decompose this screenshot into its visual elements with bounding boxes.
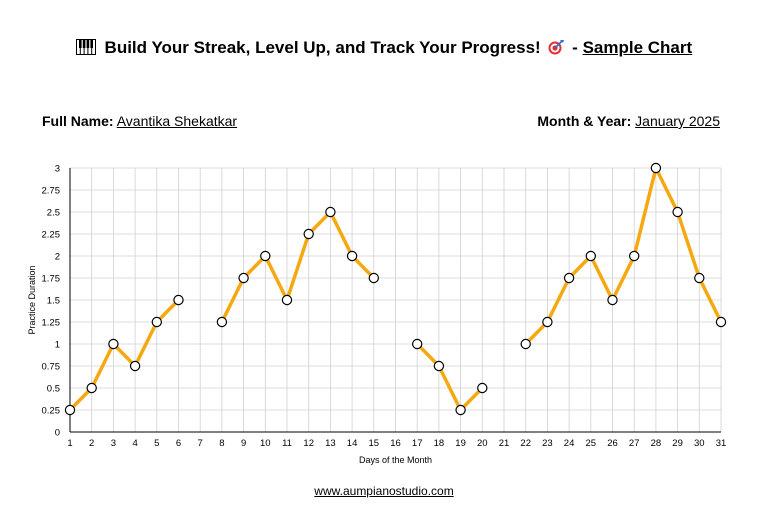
data-point bbox=[672, 206, 683, 218]
data-point bbox=[542, 316, 553, 328]
data-point bbox=[303, 228, 314, 240]
data-point bbox=[173, 294, 184, 306]
x-tick-label: 18 bbox=[434, 438, 445, 449]
data-point bbox=[86, 382, 97, 394]
x-tick-label: 9 bbox=[241, 438, 246, 449]
x-tick-label: 14 bbox=[347, 438, 358, 449]
full-name-field: Full Name: Avantika Shekatkar bbox=[42, 113, 237, 129]
data-point bbox=[216, 316, 228, 328]
data-point bbox=[325, 206, 336, 218]
series-line bbox=[68, 298, 181, 412]
x-tick-label: 11 bbox=[282, 438, 292, 449]
data-point bbox=[455, 404, 466, 416]
x-tick-label: 22 bbox=[520, 438, 531, 449]
y-tick-label: 0.75 bbox=[42, 362, 61, 373]
y-tick-label: 0 bbox=[55, 428, 60, 439]
title-text: Build Your Streak, Level Up, and Track Y… bbox=[104, 38, 541, 57]
x-tick-label: 20 bbox=[477, 438, 488, 449]
x-tick-label: 29 bbox=[672, 438, 683, 449]
x-tick-label: 19 bbox=[455, 438, 466, 449]
series-line bbox=[220, 210, 376, 324]
y-axis-title: Practice Duration bbox=[27, 265, 37, 334]
data-point bbox=[650, 162, 662, 174]
data-point bbox=[238, 272, 249, 284]
data-point bbox=[151, 316, 162, 328]
data-point bbox=[108, 338, 119, 350]
y-tick-label: 0.25 bbox=[42, 406, 61, 417]
x-tick-label: 30 bbox=[694, 438, 705, 449]
x-axis-title: Days of the Month bbox=[359, 455, 432, 465]
y-tick-label: 3 bbox=[55, 164, 60, 175]
data-point bbox=[433, 360, 445, 372]
x-tick-label: 31 bbox=[716, 438, 727, 449]
x-tick-label: 17 bbox=[412, 438, 423, 449]
x-tick-label: 7 bbox=[198, 438, 203, 449]
y-tick-label: 2 bbox=[55, 252, 60, 263]
x-tick-label: 16 bbox=[390, 438, 401, 449]
y-tick-label: 1 bbox=[55, 340, 60, 351]
y-tick-label: 1.5 bbox=[47, 296, 60, 307]
data-point bbox=[64, 404, 76, 416]
x-tick-label: 28 bbox=[651, 438, 662, 449]
x-tick-label: 26 bbox=[607, 438, 618, 449]
full-name-value: Avantika Shekatkar bbox=[116, 113, 238, 129]
series-line bbox=[415, 342, 485, 412]
x-tick-label: 1 bbox=[67, 438, 72, 449]
x-tick-label: 25 bbox=[586, 438, 597, 449]
x-tick-label: 5 bbox=[154, 438, 159, 449]
data-point bbox=[585, 250, 597, 262]
chart-title: Build Your Streak, Level Up, and Track Y… bbox=[0, 38, 768, 58]
x-tick-label: 12 bbox=[303, 438, 314, 449]
series-line bbox=[523, 166, 723, 346]
x-tick-label: 23 bbox=[542, 438, 553, 449]
x-tick-label: 15 bbox=[369, 438, 380, 449]
y-tick-label: 1.75 bbox=[42, 274, 61, 285]
x-tick-label: 24 bbox=[564, 438, 575, 449]
x-tick-label: 6 bbox=[176, 438, 181, 449]
full-name-label: Full Name: bbox=[42, 113, 114, 129]
x-tick-label: 27 bbox=[629, 438, 640, 449]
dart-target-icon bbox=[547, 39, 565, 55]
piano-keys-icon bbox=[75, 39, 96, 55]
x-tick-label: 4 bbox=[132, 438, 137, 449]
data-point bbox=[629, 250, 640, 262]
sample-chart-link[interactable]: Sample Chart bbox=[582, 38, 693, 57]
data-point bbox=[412, 338, 423, 350]
data-point bbox=[520, 338, 531, 350]
title-separator: - bbox=[572, 38, 578, 57]
month-year-field: Month & Year: January 2025 bbox=[537, 113, 720, 129]
data-point bbox=[129, 360, 141, 372]
y-tick-label: 1.25 bbox=[42, 318, 61, 329]
x-tick-label: 10 bbox=[260, 438, 271, 449]
data-point bbox=[281, 294, 293, 306]
x-tick-label: 2 bbox=[89, 438, 94, 449]
data-point bbox=[260, 250, 271, 262]
y-tick-label: 2.5 bbox=[47, 208, 60, 219]
month-year-value: January 2025 bbox=[635, 113, 720, 129]
x-tick-label: 3 bbox=[111, 438, 116, 449]
data-point bbox=[477, 382, 488, 394]
month-year-label: Month & Year: bbox=[537, 113, 632, 129]
data-point bbox=[368, 272, 379, 284]
website-link[interactable]: www.aumpianostudio.com bbox=[314, 484, 454, 498]
data-point bbox=[346, 250, 358, 262]
data-point bbox=[607, 294, 618, 306]
y-tick-label: 0.5 bbox=[47, 384, 60, 395]
x-tick-label: 21 bbox=[499, 438, 510, 449]
data-point bbox=[715, 316, 727, 328]
x-tick-label: 8 bbox=[219, 438, 224, 449]
x-tick-label: 13 bbox=[325, 438, 336, 449]
y-tick-label: 2.25 bbox=[42, 230, 61, 241]
y-tick-label: 2.75 bbox=[42, 186, 61, 197]
data-point bbox=[563, 272, 575, 284]
data-point bbox=[694, 272, 705, 284]
